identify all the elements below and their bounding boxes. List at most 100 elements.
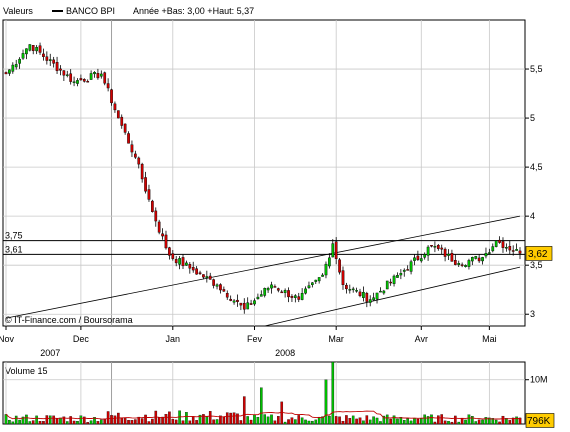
volume-bar-up xyxy=(481,419,484,425)
x-month-label: Nov xyxy=(0,334,14,344)
x-month-label: Jan xyxy=(166,334,181,344)
volume-bar-up xyxy=(89,420,93,425)
volume-bar-up xyxy=(471,416,474,425)
candle-down xyxy=(338,259,341,273)
volume-bars xyxy=(4,361,522,425)
candle-up xyxy=(311,282,314,285)
x-axis: Nov Dec Jan Fev Mar Avr Mai 2007 2008 xyxy=(0,326,497,358)
candles xyxy=(4,42,522,314)
candle-up xyxy=(11,64,15,72)
candle-down xyxy=(195,268,198,275)
candle-down xyxy=(341,270,345,286)
volume-bar-down xyxy=(72,420,76,425)
volume-bar-down xyxy=(195,420,198,425)
candle-down xyxy=(86,81,90,83)
candle-down xyxy=(45,56,49,61)
candle-up xyxy=(18,58,21,64)
candle-up xyxy=(89,73,93,80)
candle-up xyxy=(185,262,188,266)
volume-bar-down xyxy=(443,420,447,425)
candle-down xyxy=(151,200,154,212)
volume-bar-down xyxy=(232,412,236,425)
volume-bar-down xyxy=(110,415,113,425)
candle-down xyxy=(174,259,178,264)
volume-bar-down xyxy=(297,415,301,425)
candle-up xyxy=(488,252,491,254)
candle-up xyxy=(253,300,256,305)
y-tick-label: 5,5 xyxy=(530,64,543,74)
candle-up xyxy=(72,81,76,83)
volume-bar-up xyxy=(379,421,382,425)
year-range-text: Année +Bas: 3,00 +Haut: 5,37 xyxy=(133,6,254,16)
volume-bar-down xyxy=(437,415,440,425)
y-tick-label: 4 xyxy=(530,211,535,221)
volume-bar-down xyxy=(287,419,290,425)
candle-up xyxy=(419,258,423,262)
volume-bar-up xyxy=(399,417,403,425)
volume-bar-up xyxy=(396,418,399,425)
channel-line xyxy=(5,215,521,319)
volume-bar-up xyxy=(198,414,202,425)
candle-up xyxy=(266,288,270,291)
candle-up xyxy=(348,289,352,291)
volume-bar-up xyxy=(25,414,28,425)
volume-bar-up xyxy=(21,416,25,425)
candle-down xyxy=(501,241,505,248)
candle-down xyxy=(406,269,410,271)
volume-bar-down xyxy=(157,417,161,425)
candle-up xyxy=(28,44,32,51)
candle-up xyxy=(474,256,478,259)
candle-down xyxy=(242,302,246,310)
candle-up xyxy=(321,274,324,277)
candle-down xyxy=(273,286,277,288)
volume-bar-down xyxy=(334,416,338,425)
candle-down xyxy=(188,264,192,269)
candle-down xyxy=(436,245,440,249)
volume-bar-up xyxy=(406,418,409,425)
volume-bar-up xyxy=(474,421,478,425)
volume-bar-down xyxy=(171,418,175,425)
volume-bar-down xyxy=(477,419,481,425)
volume-bar-up xyxy=(270,414,273,425)
x-month-label: Dec xyxy=(73,334,90,344)
volume-bar-down xyxy=(498,421,501,425)
volume-bar-down xyxy=(511,417,515,425)
candle-up xyxy=(392,275,396,284)
volume-bar-down xyxy=(188,420,192,425)
volume-bar-down xyxy=(140,418,144,425)
candle-up xyxy=(328,257,331,267)
x-month-label: Fev xyxy=(247,334,263,344)
volume-bar-up xyxy=(294,419,297,425)
candle-down xyxy=(191,267,195,271)
candle-down xyxy=(4,72,8,75)
volume-bar-up xyxy=(314,419,318,425)
candle-down xyxy=(334,241,338,259)
volume-bar-up xyxy=(419,418,423,425)
volume-bar-down xyxy=(355,418,358,425)
candle-down xyxy=(52,59,56,64)
volume-bar-down xyxy=(280,401,284,425)
candle-down xyxy=(168,247,171,256)
volume-bar-down xyxy=(120,417,124,425)
credit-text: © IT-Finance.com / Boursorama xyxy=(5,315,133,325)
volume-bar-down xyxy=(55,418,59,425)
volume-bar-down xyxy=(52,415,55,425)
candle-down xyxy=(443,248,447,257)
candle-up xyxy=(246,302,250,310)
candle-up xyxy=(99,73,103,77)
candle-down xyxy=(225,293,229,298)
volume-bar-up xyxy=(385,414,389,425)
candle-up xyxy=(372,297,375,301)
candle-down xyxy=(164,234,168,249)
valeurs-label: Valeurs xyxy=(3,6,33,16)
candle-down xyxy=(134,153,137,158)
volume-bar-up xyxy=(256,416,260,425)
volume-bar-down xyxy=(454,415,457,425)
volume-bar-up xyxy=(375,417,379,425)
candle-down xyxy=(477,257,481,262)
candle-down xyxy=(127,133,130,144)
candle-up xyxy=(205,276,209,278)
candle-down xyxy=(171,253,175,259)
candle-down xyxy=(154,210,158,222)
candle-down xyxy=(239,302,243,306)
